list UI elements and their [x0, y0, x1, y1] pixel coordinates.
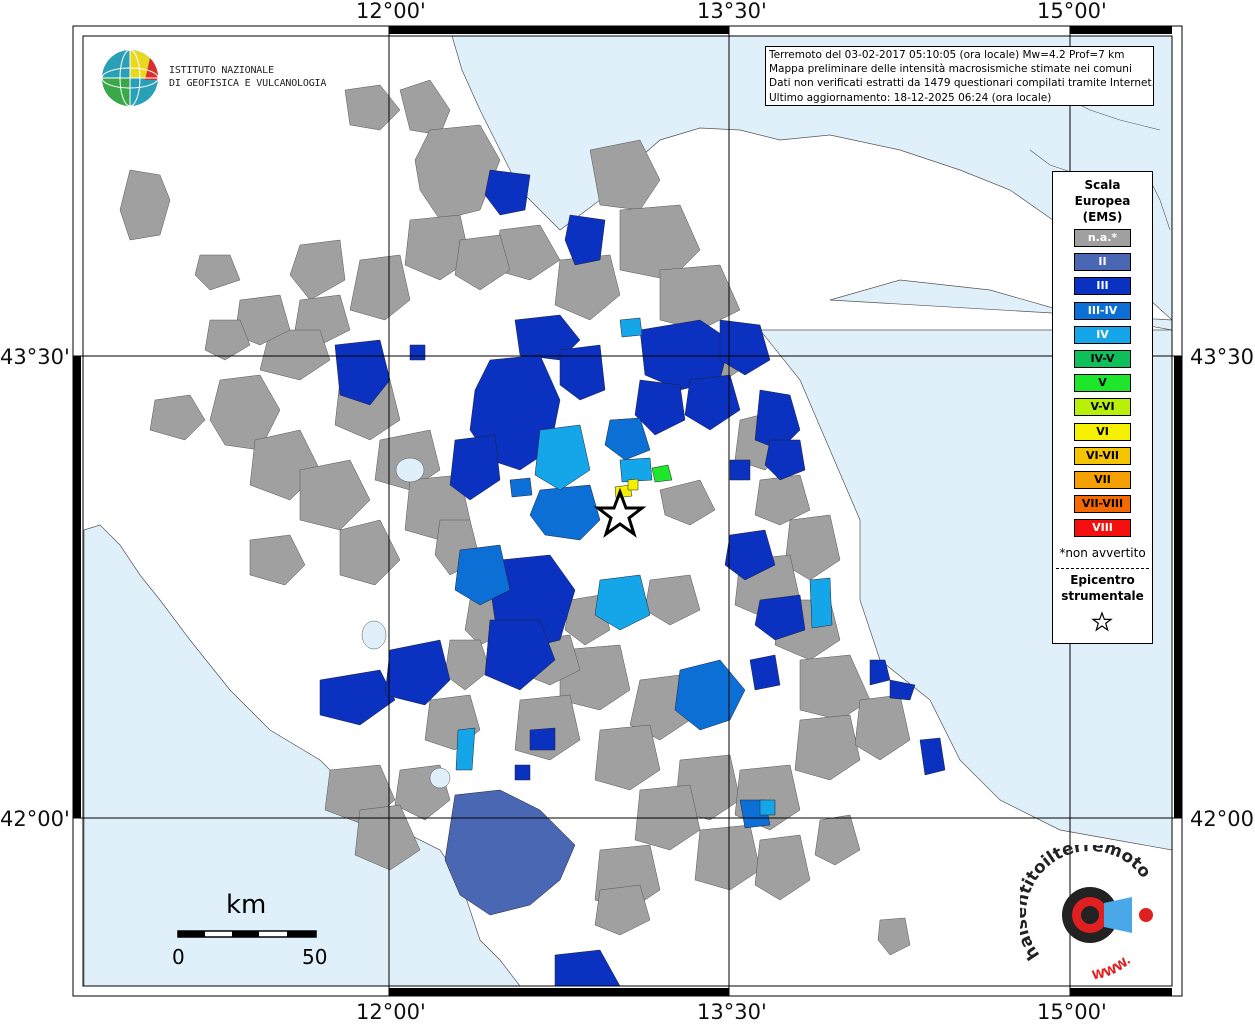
svg-text:WWW.: WWW.: [1091, 953, 1134, 982]
legend-item: VI-VII: [1074, 446, 1131, 465]
ingv-logo-icon: [101, 49, 159, 107]
legend-item: V-VI: [1074, 398, 1131, 417]
legend-item: IV-V: [1074, 350, 1131, 368]
scale-start: 0: [172, 945, 185, 969]
scale-bar: [177, 930, 317, 938]
right-lat-label-1: 43°30': [1190, 345, 1255, 369]
legend-item: VII: [1074, 471, 1131, 489]
right-lat-label-2: 42°00': [1190, 807, 1255, 831]
legend-item: n.a.*: [1074, 229, 1131, 247]
legend-item: VI: [1074, 422, 1131, 441]
top-lon-label-1: 12°00': [356, 0, 426, 23]
legend-item: IV: [1074, 325, 1131, 344]
legend-item: III: [1074, 277, 1131, 296]
legend-item: V: [1074, 374, 1131, 393]
legend-item: VIII: [1074, 519, 1131, 538]
legend-epicenter-label: Epicentro strumentale: [1061, 573, 1144, 603]
legend-item: II: [1074, 253, 1131, 272]
top-lon-label-2: 13°30': [697, 0, 767, 23]
watermark-text: haisentitoilterremoto.it: [1020, 845, 1155, 963]
haisentito-logo-icon: [1062, 887, 1153, 943]
bottom-lon-label-1: 12°00': [356, 1000, 426, 1024]
municipalities-iii: [319, 169, 946, 987]
legend-title: Scala Europea (EMS): [1074, 178, 1131, 224]
left-lat-label-1: 43°30': [0, 345, 70, 369]
municipalities-iv: [455, 317, 833, 816]
info-line-2: Mappa preliminare delle intensità macros…: [769, 63, 1132, 76]
municipalities-iii-iv: [454, 417, 771, 829]
scale-unit: km: [226, 890, 267, 920]
bottom-lon-label-3: 15°00': [1037, 1000, 1107, 1024]
legend-item: VII-VIII: [1074, 495, 1131, 514]
info-line-1: Terremoto del 03-02-2017 05:10:05 (ora l…: [769, 49, 1125, 61]
legend-item: III-IV: [1074, 301, 1131, 320]
ems-legend: Scala Europea (EMS) n.a.* II III III-IV IV IV…: [1052, 171, 1153, 644]
municipalities-na: [119, 79, 911, 956]
scale-end: 50: [302, 945, 328, 969]
legend-note: *non avvertito: [1059, 546, 1146, 560]
svg-text:haisentitoilterremoto.it: haisentitoilterremoto.it: [1020, 845, 1155, 963]
haisentito-watermark: haisentitoilterremoto.it WWW.: [1020, 845, 1155, 982]
institute-name: ISTITUTO NAZIONALE DI GEOFISICA E VULCAN…: [169, 65, 327, 89]
epicenter-star: [593, 487, 647, 538]
legend-divider: [1056, 568, 1149, 569]
top-lon-label-3: 15°00': [1037, 0, 1107, 23]
earthquake-info-box: Terremoto del 03-02-2017 05:10:05 (ora l…: [765, 46, 1154, 106]
info-line-4: Ultimo aggiornamento: 18-12-2025 06:24 (…: [769, 91, 1052, 104]
left-lat-label-2: 42°00': [0, 807, 70, 831]
info-line-3: Dati non verificati estratti da 1479 que…: [769, 77, 1154, 90]
legend-star-icon: [1091, 611, 1113, 632]
watermark-url: WWW.: [1091, 953, 1134, 982]
bottom-lon-label-2: 13°30': [697, 1000, 767, 1024]
municipalities-ii: [444, 789, 576, 916]
